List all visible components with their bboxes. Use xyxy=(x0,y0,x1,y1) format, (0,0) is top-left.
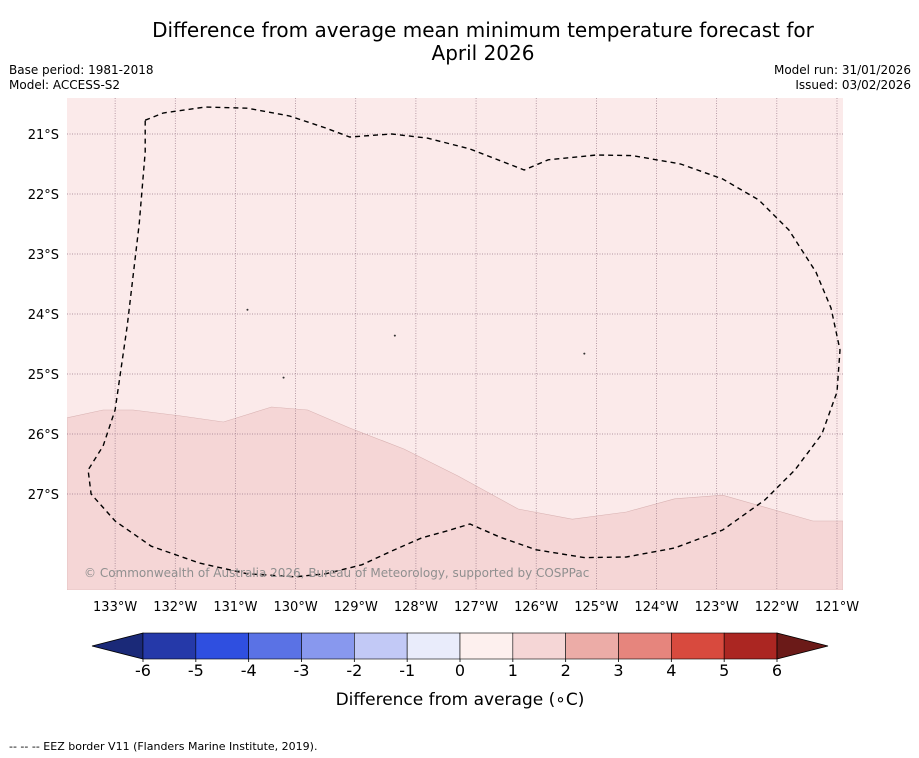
eez-footnote: -- -- -- EEZ border V11 (Flanders Marine… xyxy=(9,740,318,753)
lon-tick-label: 128°W xyxy=(394,600,438,615)
lat-tick-label: 23°S xyxy=(28,248,59,263)
lon-tick-label: 122°W xyxy=(755,600,799,615)
colorbar-swatch xyxy=(142,632,197,660)
colorbar-tick-label: -6 xyxy=(135,661,151,680)
lon-tick-label: 124°W xyxy=(634,600,678,615)
lat-tick-label: 24°S xyxy=(28,308,59,323)
colorbar-swatch xyxy=(671,632,725,660)
colorbar-tick-label: -5 xyxy=(188,661,204,680)
graticule xyxy=(67,98,843,590)
colorbar-under-arrow xyxy=(91,632,144,660)
colorbar-swatch xyxy=(301,632,355,660)
longitude-labels: 133°W 132°W 131°W 130°W 129°W 128°W 127°W 126°W… xyxy=(93,600,859,615)
region-anomaly-1-to-2 xyxy=(67,406,843,590)
colorbar-swatch xyxy=(512,632,566,660)
colorbar-swatch xyxy=(354,632,408,660)
eez-border-layer xyxy=(87,106,841,578)
colorbar-swatch xyxy=(723,632,778,660)
colorbar-tick-label: 1 xyxy=(508,661,518,680)
colorbar-swatch xyxy=(248,632,302,660)
eez-border-line xyxy=(87,106,841,578)
copyright-credit: © Commonwealth of Australia 2026, Bureau… xyxy=(84,566,589,580)
model-run: Model run: 31/01/2026 xyxy=(773,63,911,77)
lon-tick-label: 133°W xyxy=(93,600,137,615)
lon-tick-label: 131°W xyxy=(213,600,257,615)
meta-left: Base period: 1981-2018 Model: ACCESS-S2 xyxy=(9,63,154,93)
lon-tick-label: 123°W xyxy=(695,600,739,615)
colorbar-tick-label: 2 xyxy=(561,661,571,680)
island-mark xyxy=(246,308,249,311)
lat-tick-label: 21°S xyxy=(28,128,59,143)
colorbar-swatch xyxy=(459,632,514,660)
lon-tick-label: 125°W xyxy=(574,600,618,615)
anomaly-regions xyxy=(67,98,843,590)
island-mark xyxy=(282,376,285,379)
colorbar: -6 -5 -4 -3 -2 -1 0 1 2 3 4 5 6 xyxy=(91,632,829,680)
lon-tick-label: 129°W xyxy=(334,600,378,615)
colorbar-tick-label: 5 xyxy=(719,661,729,680)
base-period: Base period: 1981-2018 xyxy=(9,63,154,77)
colorbar-tick-label: -1 xyxy=(399,661,415,680)
model-name: Model: ACCESS-S2 xyxy=(9,78,121,92)
colorbar-tick-label: 4 xyxy=(666,661,676,680)
island-mark xyxy=(583,352,586,355)
lon-tick-label: 130°W xyxy=(274,600,318,615)
lat-tick-label: 27°S xyxy=(28,488,59,503)
lon-tick-label: 121°W xyxy=(815,600,859,615)
title-line-2: April 2026 xyxy=(431,41,535,65)
colorbar-tick-label: -2 xyxy=(346,661,362,680)
issued-date: Issued: 03/02/2026 xyxy=(795,78,911,92)
colorbar-title: Difference from average (∘C) xyxy=(336,690,585,710)
colorbar-tick-label: -4 xyxy=(241,661,257,680)
colorbar-over-arrow xyxy=(776,632,829,660)
lat-tick-label: 26°S xyxy=(28,428,59,443)
colorbar-tick-label: -3 xyxy=(294,661,310,680)
chart-title: Difference from average mean minimum tem… xyxy=(40,19,919,65)
colorbar-tick-label: 3 xyxy=(613,661,623,680)
title-line-1: Difference from average mean minimum tem… xyxy=(152,18,814,42)
lat-tick-label: 25°S xyxy=(28,368,59,383)
colorbar-swatch xyxy=(406,632,461,660)
lat-tick-label: 22°S xyxy=(28,188,59,203)
lon-tick-label: 126°W xyxy=(514,600,558,615)
island-mark xyxy=(393,334,396,337)
colorbar-tick-label: 0 xyxy=(455,661,465,680)
latitude-labels: 21°S 22°S 23°S 24°S 25°S 26°S 27°S xyxy=(28,128,59,503)
colorbar-swatch xyxy=(618,632,672,660)
lon-tick-label: 132°W xyxy=(153,600,197,615)
colorbar-swatch xyxy=(565,632,619,660)
colorbar-swatch xyxy=(195,632,249,660)
colorbar-tick-label: 6 xyxy=(772,661,782,680)
lon-tick-label: 127°W xyxy=(454,600,498,615)
meta-right: Model run: 31/01/2026 Issued: 03/02/2026 xyxy=(774,63,911,93)
